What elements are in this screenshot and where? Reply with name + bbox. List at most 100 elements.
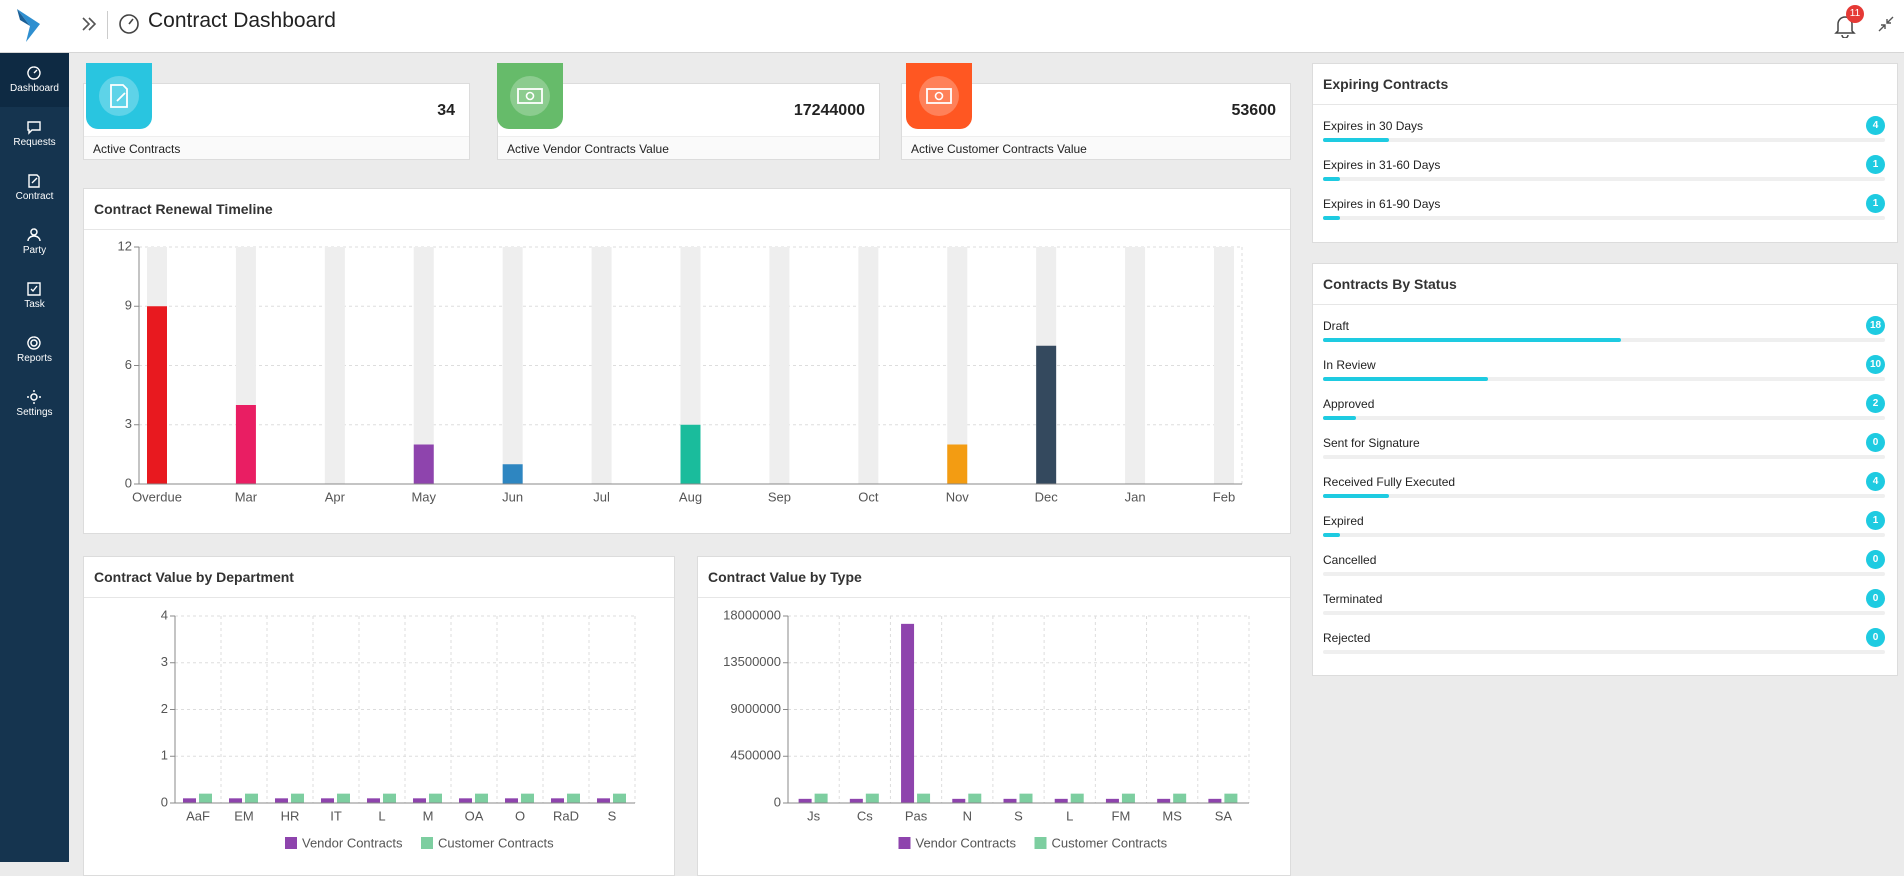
count-badge: 2 bbox=[1866, 394, 1885, 413]
bar bbox=[917, 793, 931, 803]
expand-menu[interactable] bbox=[80, 15, 98, 33]
x-tick-label: May bbox=[411, 489, 436, 504]
bar bbox=[1173, 793, 1187, 803]
x-tick-label: Feb bbox=[1213, 489, 1235, 504]
legend-swatch bbox=[421, 837, 433, 849]
count-badge: 4 bbox=[1866, 116, 1885, 135]
nav-item[interactable]: Requests bbox=[13, 137, 56, 148]
panel-title: Contracts By Status bbox=[1323, 276, 1457, 292]
bar bbox=[183, 798, 196, 803]
x-tick-label: OA bbox=[465, 808, 484, 823]
progress-bar bbox=[1323, 494, 1390, 498]
bar bbox=[901, 623, 915, 803]
bar bbox=[291, 793, 304, 803]
bar bbox=[952, 798, 966, 803]
legend-label: Customer Contracts bbox=[1052, 835, 1168, 850]
page-title: Contract Dashboard bbox=[148, 9, 336, 32]
status-panel: Contracts By Status Draft 18 In Review 10 Ap… bbox=[1312, 263, 1898, 676]
bar-track bbox=[769, 247, 790, 484]
x-tick-label: Overdue bbox=[132, 489, 182, 504]
legend-swatch bbox=[285, 837, 297, 849]
count-badge: 0 bbox=[1866, 589, 1885, 608]
divider bbox=[107, 11, 108, 39]
nav-icon bbox=[27, 121, 41, 135]
legend-swatch bbox=[898, 837, 911, 849]
collapse-button[interactable] bbox=[1877, 15, 1895, 33]
bar bbox=[597, 798, 610, 803]
x-tick-label: HR bbox=[281, 808, 300, 823]
x-tick-label: M bbox=[423, 808, 434, 823]
panel-title: Expiring Contracts bbox=[1323, 76, 1449, 92]
x-tick-label: S bbox=[608, 808, 617, 823]
row-label: Terminated bbox=[1323, 592, 1383, 606]
bar bbox=[1054, 798, 1068, 803]
icon-shape bbox=[27, 121, 41, 135]
bar bbox=[147, 306, 167, 484]
bar bbox=[849, 798, 863, 803]
y-tick-label: 13500000 bbox=[723, 654, 781, 669]
bar bbox=[1121, 793, 1135, 803]
bar-track bbox=[502, 247, 523, 484]
progress-track bbox=[1323, 216, 1885, 220]
active-item bbox=[0, 53, 69, 107]
nav-icon bbox=[27, 336, 41, 350]
bar bbox=[1224, 793, 1238, 803]
notification-badge: 11 bbox=[1846, 5, 1864, 23]
kpi-label: Active Customer Contracts Value bbox=[911, 142, 1087, 156]
x-tick-label: O bbox=[515, 808, 525, 823]
progress-track bbox=[1323, 611, 1885, 615]
nav-item[interactable]: Dashboard bbox=[10, 83, 59, 94]
nav-item[interactable]: Settings bbox=[16, 407, 53, 418]
count-badge: 0 bbox=[1866, 550, 1885, 569]
nav-item[interactable]: Task bbox=[24, 299, 45, 310]
bar bbox=[968, 793, 982, 803]
y-tick-label: 4500000 bbox=[730, 748, 781, 763]
x-tick-label: Nov bbox=[946, 489, 970, 504]
nav-icon bbox=[27, 228, 41, 242]
bar bbox=[947, 444, 968, 484]
bar bbox=[613, 793, 626, 803]
nav-icon bbox=[28, 174, 40, 188]
progress-bar bbox=[1323, 177, 1340, 181]
bar bbox=[567, 793, 580, 803]
x-tick-label: Aug bbox=[679, 489, 702, 504]
progress-track bbox=[1323, 138, 1885, 142]
progress-bar bbox=[1323, 338, 1621, 342]
x-tick-label: Dec bbox=[1035, 489, 1059, 504]
panel-title: Contract Renewal Timeline bbox=[94, 201, 273, 217]
count-badge: 0 bbox=[1866, 433, 1885, 452]
bar bbox=[383, 793, 396, 803]
progress-bar bbox=[1323, 216, 1340, 220]
row-label: Received Fully Executed bbox=[1323, 475, 1456, 489]
x-tick-label: MS bbox=[1162, 808, 1182, 823]
nav-item[interactable]: Party bbox=[22, 245, 47, 256]
y-tick-label: 0 bbox=[125, 475, 132, 490]
x-tick-label: IT bbox=[330, 808, 342, 823]
bar bbox=[275, 798, 288, 803]
y-tick-label: 3 bbox=[161, 654, 168, 669]
bar bbox=[367, 798, 380, 803]
bar bbox=[429, 793, 442, 803]
nav-item[interactable]: Contract bbox=[15, 191, 54, 202]
x-tick-label: Js bbox=[807, 808, 821, 823]
y-tick-label: 6 bbox=[125, 357, 132, 372]
bar bbox=[1105, 798, 1119, 803]
bar bbox=[459, 798, 472, 803]
bar bbox=[413, 798, 426, 803]
bar-track bbox=[947, 247, 968, 484]
count-badge: 1 bbox=[1866, 194, 1885, 213]
bar-track bbox=[591, 247, 612, 484]
progress-bar bbox=[1323, 416, 1357, 420]
row-label: Expires in 61-90 Days bbox=[1323, 197, 1441, 211]
x-tick-label: S bbox=[1014, 808, 1023, 823]
bar bbox=[235, 405, 256, 484]
progress-track bbox=[1323, 650, 1885, 654]
kpi-value: 53600 bbox=[1231, 102, 1277, 119]
bar bbox=[413, 444, 434, 484]
progress-track bbox=[1323, 377, 1885, 381]
bar bbox=[502, 464, 523, 484]
nav-item[interactable]: Reports bbox=[16, 353, 52, 364]
row-label: Expires in 30 Days bbox=[1323, 119, 1424, 133]
x-tick-label: RaD bbox=[553, 808, 579, 823]
